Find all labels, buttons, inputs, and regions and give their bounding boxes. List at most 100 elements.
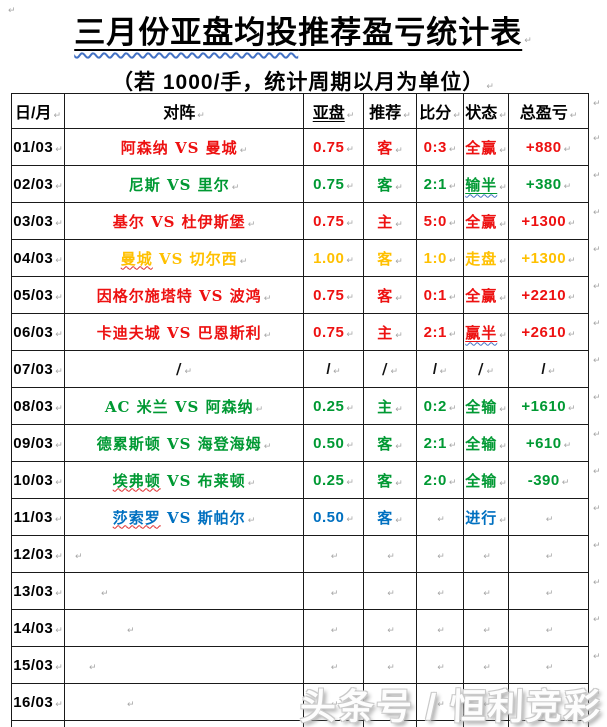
handicap-value: 0.75 — [313, 212, 345, 230]
date-text: 06/03 — [13, 323, 54, 341]
page-title-wavy-part: 三月份亚盘均投 — [74, 15, 299, 50]
paragraph-mark-icon: ↵ — [486, 367, 495, 377]
cell-score: 1:0 ↵ — [416, 239, 464, 277]
date-text: 08/03 — [13, 397, 54, 415]
table-row: 14/03 ↵ ↵ ↵ ↵ ↵ ↵ ↵ — [11, 609, 589, 647]
table-row-partial — [11, 720, 589, 727]
status-value-text: 输半 — [465, 175, 498, 194]
cell-date: 04/03 ↵ — [11, 239, 65, 277]
paragraph-mark-icon: ↵ — [346, 111, 355, 121]
paragraph-mark-icon: ↵ — [568, 218, 576, 229]
date-text: 11/03 — [13, 508, 53, 526]
paragraph-mark-icon: ↵ — [239, 256, 248, 267]
cell-status: / ↵ — [463, 350, 509, 388]
paragraph-mark-icon: ↵ — [483, 552, 491, 562]
match-text: 阿森纳 VS 曼城 — [120, 138, 238, 157]
paragraph-mark-icon: ↵ — [197, 111, 205, 121]
cell-empty — [11, 720, 65, 727]
page-title: 三月份亚盘均投推荐盈亏统计表 ↵ — [0, 0, 607, 52]
handicap-value: 0.25 — [313, 397, 345, 415]
paragraph-mark-icon: ↵ — [184, 367, 193, 377]
paragraph-mark-icon: ↵ — [395, 219, 403, 230]
cell-match: 因格尔施塔特 VS 波鸿 ↵ — [64, 276, 304, 314]
date-text: 13/03 — [13, 582, 54, 600]
match-text: / — [175, 360, 183, 378]
cell-profit: / ↵ — [508, 350, 589, 388]
cell-profit: ↵ — [508, 535, 589, 573]
table-row: 10/03 ↵ 埃弗顿 VS 布莱顿 ↵ 0.25 ↵ 客 ↵ 2:0 ↵ 全输 ↵ -390 ↵ — [11, 461, 589, 499]
cell-handicap: 0.75 ↵ — [303, 128, 364, 166]
table-row: 09/03 ↵ 德累斯顿 VS 海登海姆 ↵ 0.50 ↵ 客 ↵ 2:1 ↵ 全输 ↵ +610 ↵ — [11, 424, 589, 462]
table-row: 15/03 ↵ ↵ ↵ ↵ ↵ ↵ ↵ — [11, 646, 589, 684]
paragraph-mark-icon: ↵ — [247, 515, 256, 526]
paragraph-mark-icon: ↵ — [55, 699, 63, 710]
cell-date: 13/03 ↵ — [11, 572, 65, 610]
cell-score: 2:1 ↵ — [416, 313, 464, 351]
paragraph-mark-icon: ↵ — [448, 440, 457, 451]
paragraph-mark-icon: ↵ — [89, 662, 97, 673]
paragraph-mark-icon: ↵ — [53, 111, 61, 121]
paragraph-mark-icon: ↵ — [55, 181, 63, 192]
paragraph-mark-icon: ↵ — [448, 255, 457, 266]
status-value: 进行 — [465, 508, 498, 527]
paragraph-mark-icon: ↵ — [448, 218, 457, 229]
cell-pick: 客 ↵ — [363, 128, 417, 166]
cell-handicap: ↵ — [303, 683, 364, 721]
paragraph-mark-icon: ↵ — [593, 319, 601, 329]
status-value: / — [477, 360, 485, 378]
paragraph-mark-icon: ↵ — [499, 441, 507, 452]
cell-pick: 主 ↵ — [363, 202, 417, 240]
cell-date: 09/03 ↵ — [11, 424, 65, 462]
cell-profit: +2610 ↵ — [508, 313, 589, 351]
paragraph-mark-icon: ↵ — [330, 588, 339, 599]
cell-date: 10/03 ↵ — [11, 461, 65, 499]
paragraph-mark-icon: ↵ — [439, 366, 448, 377]
cell-date: 15/03 ↵ — [11, 646, 65, 684]
paragraph-mark-icon: ↵ — [55, 477, 63, 488]
cell-status: ↵ — [463, 535, 509, 573]
score-value: 0:3 — [423, 138, 447, 156]
cell-score: ↵ — [416, 535, 464, 573]
cell-pick: 主 ↵ — [363, 313, 417, 351]
cell-match: 曼城 VS 切尔西 ↵ — [64, 239, 304, 277]
cell-date: 03/03 ↵ — [11, 202, 65, 240]
paragraph-mark-icon: ↵ — [563, 144, 572, 155]
paragraph-mark-icon: ↵ — [448, 403, 457, 414]
cell-handicap: 0.75 ↵ — [303, 165, 364, 203]
paragraph-mark-icon: ↵ — [499, 293, 507, 304]
date-text: 16/03 — [13, 693, 54, 711]
paragraph-mark-icon: ↵ — [499, 478, 507, 489]
cell-match: 莎索罗 VS 斯帕尔 ↵ — [64, 498, 304, 536]
header-score: 比分 ↵ — [416, 93, 464, 129]
cell-handicap: 0.75 ↵ — [303, 313, 364, 351]
paragraph-mark-icon: ↵ — [54, 514, 63, 525]
cell-status: 走盘 ↵ — [463, 239, 509, 277]
cell-pick: ↵ — [363, 646, 417, 684]
handicap-value: 0.50 — [313, 508, 345, 526]
paragraph-mark-icon: ↵ — [568, 255, 576, 266]
cell-match: ↵ — [64, 646, 304, 684]
table-row: 01/03 ↵ 阿森纳 VS 曼城 ↵ 0.75 ↵ 客 ↵ 0:3 ↵ 全赢 ↵ +880 ↵ — [11, 128, 589, 166]
cell-status: 全输 ↵ — [463, 461, 509, 499]
table-row: 02/03 ↵ 尼斯 VS 里尔 ↵ 0.75 ↵ 客 ↵ 2:1 ↵ 输半 ↵ +380 ↵ — [11, 165, 589, 203]
paragraph-mark-icon: ↵ — [486, 82, 495, 92]
match-text: 因格尔施塔特 VS 波鸿 — [96, 286, 262, 305]
cell-date: 01/03 ↵ — [11, 128, 65, 166]
cell-score: 2:1 ↵ — [416, 424, 464, 462]
cell-handicap: 0.50 ↵ — [303, 498, 364, 536]
paragraph-mark-icon: ↵ — [483, 589, 491, 599]
paragraph-mark-icon: ↵ — [55, 292, 63, 303]
cell-status: ↵ — [463, 646, 509, 684]
header-date-label: 日/月 — [15, 105, 52, 122]
paragraph-mark-icon: ↵ — [593, 208, 601, 218]
paragraph-mark-icon: ↵ — [593, 578, 601, 588]
handicap-value: 0.25 — [313, 471, 345, 489]
paragraph-mark-icon: ↵ — [569, 111, 578, 121]
pick-value: 客 — [377, 434, 394, 453]
paragraph-mark-icon: ↵ — [437, 551, 445, 562]
header-match: 对阵 ↵ — [64, 93, 304, 129]
page-subtitle: （若 1000/手，统计周期以月为单位） ↵ — [0, 66, 607, 96]
paragraph-mark-icon: ↵ — [263, 330, 272, 341]
paragraph-mark-icon: ↵ — [403, 111, 411, 121]
